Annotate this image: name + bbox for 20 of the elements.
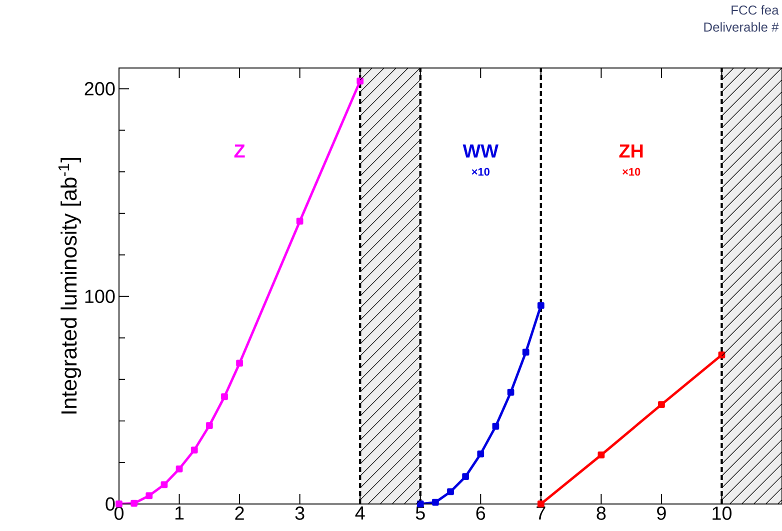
text: Deliverable # (704, 22, 779, 32)
x-tick-label: 10 (712, 506, 732, 520)
x-tick-label: 2 (235, 506, 244, 520)
text: FCC fea (732, 5, 779, 15)
x-tick-label: 0 (114, 506, 124, 520)
x-tick-label: 8 (596, 506, 606, 520)
x-tick-label: 1 (175, 506, 184, 520)
text: ZH (619, 144, 643, 158)
x-tick-label: 6 (476, 506, 486, 520)
x-tick-label: 9 (657, 506, 666, 520)
y-tick-label: 100 (85, 290, 115, 304)
annotation: ×10 (472, 168, 490, 176)
text: Z (234, 144, 245, 158)
annotation: ×10 (622, 168, 640, 176)
text: WW (462, 144, 498, 158)
x-tick-label: 3 (295, 506, 304, 520)
x-tick-label: 4 (355, 506, 365, 520)
y-tick-label: 200 (84, 82, 115, 96)
y-tick-label: 0 (106, 497, 115, 511)
y-axis-title: Integrated luminosity [ab$^{-1}$] (58, 158, 82, 414)
